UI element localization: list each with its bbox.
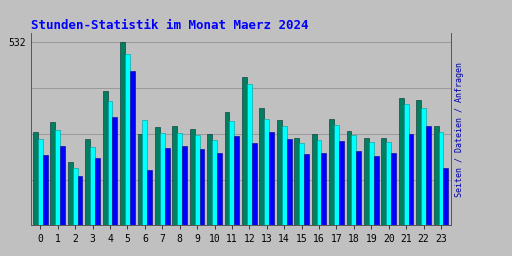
Bar [264,119,269,225]
Bar [356,151,361,225]
Bar [329,119,334,225]
Bar [312,134,316,225]
Bar [108,101,113,225]
Bar [182,146,187,225]
Bar [147,169,152,225]
Bar [78,176,82,225]
Bar [391,153,396,225]
Bar [42,155,48,225]
Bar [347,131,351,225]
Bar [200,149,204,225]
Bar [381,138,386,225]
Bar [386,142,391,225]
Bar [177,133,182,225]
Bar [229,122,234,225]
Bar [334,125,339,225]
Bar [439,132,443,225]
Bar [364,138,369,225]
Bar [421,108,426,225]
Bar [282,126,287,225]
Y-axis label: Seiten / Dateien / Anfragen: Seiten / Dateien / Anfragen [455,62,464,197]
Bar [351,135,356,225]
Bar [260,109,264,225]
Bar [142,120,147,225]
Bar [322,153,326,225]
Bar [277,120,282,225]
Bar [68,162,73,225]
Bar [287,139,291,225]
Bar [339,141,344,225]
Bar [173,126,177,225]
Bar [234,136,239,225]
Bar [50,122,55,225]
Bar [155,127,160,225]
Bar [212,140,217,225]
Bar [120,42,125,225]
Bar [138,134,142,225]
Bar [195,135,200,225]
Bar [369,142,374,225]
Bar [242,78,247,225]
Bar [403,104,409,225]
Bar [247,84,252,225]
Bar [299,143,304,225]
Bar [409,134,414,225]
Bar [217,153,222,225]
Bar [399,98,403,225]
Bar [294,138,299,225]
Bar [55,130,60,225]
Bar [103,91,108,225]
Bar [443,168,449,225]
Bar [374,156,378,225]
Bar [190,129,195,225]
Bar [38,139,42,225]
Bar [95,157,100,225]
Bar [416,100,421,225]
Bar [113,117,117,225]
Bar [90,147,95,225]
Bar [304,154,309,225]
Bar [125,54,130,225]
Bar [130,71,135,225]
Bar [160,133,165,225]
Bar [85,139,90,225]
Text: Stunden-Statistik im Monat Maerz 2024: Stunden-Statistik im Monat Maerz 2024 [31,19,308,32]
Bar [434,126,439,225]
Bar [73,167,78,225]
Bar [33,132,38,225]
Bar [207,134,212,225]
Bar [426,126,431,225]
Bar [269,132,274,225]
Bar [225,112,229,225]
Bar [252,143,257,225]
Bar [60,146,65,225]
Bar [165,148,169,225]
Bar [316,140,322,225]
